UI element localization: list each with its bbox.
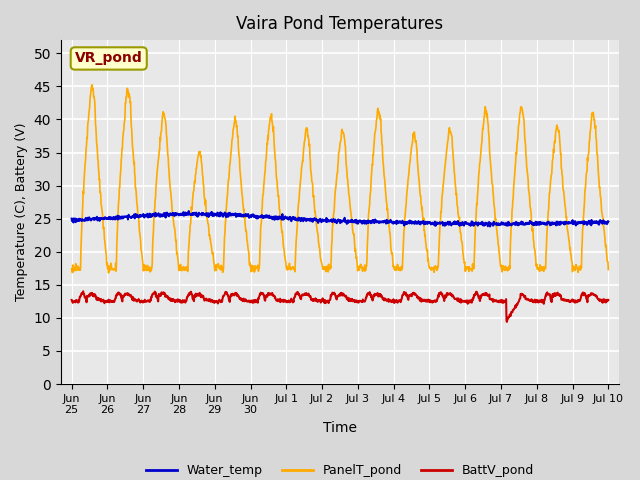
Text: VR_pond: VR_pond xyxy=(75,51,143,65)
X-axis label: Time: Time xyxy=(323,421,357,435)
Title: Vaira Pond Temperatures: Vaira Pond Temperatures xyxy=(236,15,444,33)
Legend: Water_temp, PanelT_pond, BattV_pond: Water_temp, PanelT_pond, BattV_pond xyxy=(141,459,540,480)
Y-axis label: Temperature (C), Battery (V): Temperature (C), Battery (V) xyxy=(15,123,28,301)
